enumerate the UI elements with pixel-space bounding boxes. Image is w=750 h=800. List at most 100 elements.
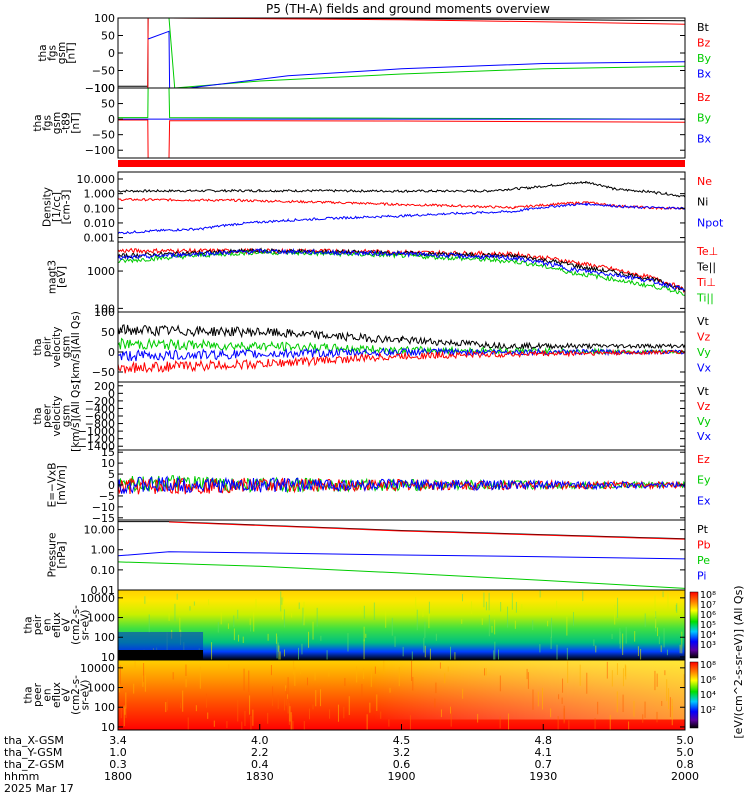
y-tick-label: −1200 xyxy=(78,433,115,446)
x-value: 5.0 xyxy=(676,746,694,759)
y-tick-label: 0.100 xyxy=(84,202,116,215)
colorbar-tick: 10⁵ xyxy=(700,620,716,631)
y-label-line: sr-eV) xyxy=(80,610,92,641)
legend-entry: Ez xyxy=(697,453,710,466)
y-tick-label: 10 xyxy=(101,721,115,734)
y-tick-label: 1000 xyxy=(87,265,115,278)
y-label-line: tha xyxy=(37,44,49,61)
legend-entry: Bz xyxy=(697,37,711,50)
y-tick-label: 50 xyxy=(101,30,115,43)
y-tick-label: 200 xyxy=(94,380,115,393)
y-label-line: Density xyxy=(42,187,54,227)
y-tick-label: −15 xyxy=(92,512,115,525)
colorbar-tick: 10² xyxy=(700,705,716,716)
y-label-line: en xyxy=(42,688,54,701)
legend-entry: By xyxy=(697,112,712,125)
panel-peer_velocity: 2000−200−400−600−800−1000−1200−1400thape… xyxy=(32,380,712,453)
colorbar-peir_spec xyxy=(689,591,699,659)
x-value: 1930 xyxy=(529,770,557,783)
y-label-line: [km/s](All Qs) xyxy=(70,311,82,383)
series-density-Npot xyxy=(117,202,686,235)
x-value: 5.0 xyxy=(676,734,694,747)
y-label-density: Density[1/cc][cm-3] xyxy=(42,187,73,227)
legend-entry: Vt xyxy=(697,315,710,328)
series-peir_velocity-Vz xyxy=(117,348,686,374)
legend-entry: Pb xyxy=(697,539,711,552)
y-label-line: velocity xyxy=(51,395,63,436)
series-efield-Ex xyxy=(117,475,686,494)
legend-entry: Vt xyxy=(697,385,710,398)
frame-peer_velocity xyxy=(117,381,686,451)
legend-peir_velocity: Vt Vz Vy Vx xyxy=(697,315,712,375)
y-label-line: gsm xyxy=(61,405,73,427)
panel-temperature: 1000 100 magt3[eV] Te⊥ Te|| Ti⊥ Ti|| xyxy=(46,241,718,315)
colorbar-label: [eV/(cm^2-s-sr-eV)] (All Qs) xyxy=(732,585,745,738)
y-label-line: en xyxy=(42,618,54,631)
y-ticks-fgs: 100 50 0 −50 −100 xyxy=(85,12,685,95)
legend-entry: By xyxy=(697,52,712,65)
colorbar-tick: 10⁸ xyxy=(700,660,716,671)
legend-entry: Vy xyxy=(697,415,711,428)
series-density-Ne xyxy=(117,197,686,211)
legend-density: Ne Ni Npot xyxy=(697,175,724,229)
y-tick-label: −50 xyxy=(92,65,115,78)
y-label-line: [cm-3] xyxy=(61,190,73,225)
y-tick-label: 0 xyxy=(108,387,115,400)
legend-entry: Ey xyxy=(697,474,711,487)
panel-peir_spec: 10000 1000 100 10 thapeirenefluxeV(cm2-s-sr-… xyxy=(23,589,686,664)
y-label-line: eV xyxy=(61,617,73,631)
y-label-line: gsm xyxy=(51,112,63,134)
series-fgs-By xyxy=(148,17,686,89)
y-tick-label: −5 xyxy=(99,490,115,503)
legend-entry: Bx xyxy=(697,68,712,81)
panel-pressure: 10.00 1.00 0.10 0.01 Pressure[nPa] Pt Pb Pe Pi xyxy=(46,519,711,597)
y-tick-label: −600 xyxy=(85,410,115,423)
y-label-line: fgs xyxy=(42,115,54,131)
y-tick-label: 50 xyxy=(101,98,115,111)
legend-entry: Ti⊥ xyxy=(696,276,716,289)
panels: 100500−50−100thafgsgsm[nT]BtBzByBx100500… xyxy=(23,12,724,734)
y-ticks-peer_velocity: 2000−200−400−600−800−1000−1200−1400 xyxy=(78,380,685,453)
y-tick-label: −800 xyxy=(85,418,115,431)
y-tick-label: 10 xyxy=(101,457,115,470)
series-group-peir_velocity xyxy=(117,324,686,374)
x-value: 3.2 xyxy=(393,746,411,759)
x-value: 0.8 xyxy=(676,758,694,771)
panel-density: 10.000 1.0000.100 0.010 0.001 Density[1/cc][… xyxy=(42,171,724,245)
y-tick-label: 10 xyxy=(101,651,115,664)
x-value: 1800 xyxy=(104,770,132,783)
x-value: 1.0 xyxy=(109,746,127,759)
low-energy-gap xyxy=(118,650,204,660)
x-row-label-2: tha_Z-GSM xyxy=(4,758,64,771)
colorbar-tick: 10⁷ xyxy=(700,600,716,611)
y-label-line: E=−VxB xyxy=(46,463,58,508)
date-label: 2025 Mar 17 xyxy=(4,782,74,795)
colorbar-tick: 10⁶ xyxy=(700,675,716,686)
legend-entry: Pe xyxy=(697,554,710,567)
y-tick-label: −200 xyxy=(85,395,115,408)
y-tick-label: 1.000 xyxy=(84,188,116,201)
legend-entry: Bz xyxy=(697,91,711,104)
x-axis-values: 3.4 4.0 4.5 4.8 5.0 1.0 2.2 3.2 4.1 5.0 0.3 0.4 0.6 0… xyxy=(104,724,699,783)
x-row-label-3: hhmm xyxy=(4,770,39,783)
legend-fgs_dc: Bz By Bx xyxy=(697,91,712,145)
y-label-line: peir xyxy=(32,614,44,635)
frame-density xyxy=(117,171,686,243)
x-row-label-0: tha_X-GSM xyxy=(4,734,64,747)
series-peir_velocity-Vy xyxy=(117,337,686,356)
y-label-temperature: magt3[eV] xyxy=(46,260,68,294)
y-label-line: [mV/m] xyxy=(56,465,68,504)
frame-fgs_dc xyxy=(117,87,686,159)
y-ticks-density: 10.000 1.0000.100 0.010 0.001 xyxy=(77,173,685,245)
y-label-pressure: Pressure[nPa] xyxy=(46,533,68,578)
colorbar-tick: 10⁸ xyxy=(700,590,716,601)
y-label-line: tha xyxy=(23,616,35,633)
low-energy-band xyxy=(118,632,204,650)
y-tick-label: 1.00 xyxy=(91,544,116,557)
series-fgs-Bt xyxy=(118,17,686,87)
